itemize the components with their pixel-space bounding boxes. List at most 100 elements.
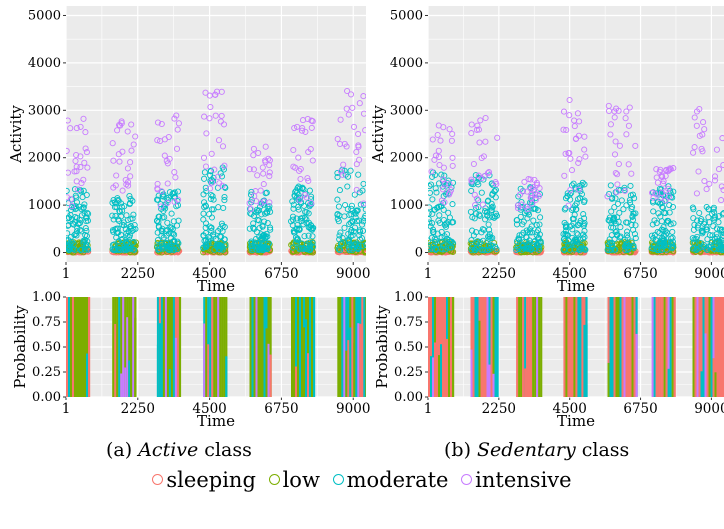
sedentary-prob-y-tick-label: 0.25	[394, 365, 423, 380]
sedentary-prob-panel: 1 2250 4500 6750 9000 0.00 0.25 0.50 0.75 1.00 Tim…	[373, 290, 724, 430]
sedentary-scatter-point-moderate	[655, 198, 662, 205]
active-prob-prob-bar-intensive	[357, 323, 360, 397]
active-scatter-point-intensive	[260, 181, 267, 188]
sedentary-scatter-point-intensive	[711, 177, 718, 184]
active-scatter-point-moderate	[248, 188, 255, 195]
sedentary-prob-prob-bar-moderate	[585, 324, 588, 397]
sedentary-scatter-point-intensive	[428, 168, 435, 175]
sedentary-scatter-point-moderate	[569, 226, 576, 233]
active-scatter-point-intensive	[213, 88, 221, 95]
active-scatter-point-intensive	[250, 152, 257, 159]
active-scatter-point-intensive	[72, 157, 79, 165]
active-scatter-point-intensive	[265, 155, 272, 162]
active-scatter-point-intensive	[171, 169, 178, 176]
sedentary-scatter-point-moderate	[467, 208, 474, 215]
sedentary-prob-prob-bar-intensive	[635, 333, 638, 397]
sedentary-scatter-point-intensive	[485, 169, 493, 176]
sedentary-prob-y-axis-title: Probability	[373, 305, 391, 389]
active-scatter-point-intensive	[336, 140, 344, 148]
sedentary-scatter-point-moderate	[513, 221, 521, 228]
active-scatter-point-intensive	[353, 148, 360, 156]
sedentary-scatter-point-intensive	[665, 167, 672, 175]
active-scatter-point-moderate	[203, 220, 210, 227]
sedentary-scatter-point-intensive	[480, 153, 487, 160]
active-scatter-point-intensive	[308, 200, 315, 207]
sedentary-scatter-point-moderate	[576, 182, 583, 189]
active-scatter-point-intensive	[171, 115, 178, 122]
active-scatter-point-moderate	[359, 242, 366, 249]
sedentary-scatter-point-moderate	[628, 221, 635, 229]
active-scatter-x-axis-title: Time	[197, 277, 235, 295]
sedentary-scatter-point-intensive	[431, 156, 438, 163]
active-scatter-point-moderate	[334, 215, 341, 222]
sedentary-scatter-point-intensive	[514, 202, 521, 209]
active-prob-prob-bar-sleeping	[176, 297, 180, 397]
sedentary-prob-prob-bar-sleeping	[438, 297, 441, 397]
sedentary-scatter-point-moderate	[488, 204, 495, 211]
active-prob-prob-bar-sleeping	[361, 297, 364, 397]
sedentary-scatter-point-moderate	[711, 246, 718, 253]
active-scatter-x-tick-label: 9000	[336, 266, 370, 282]
active-scatter-point-moderate	[306, 239, 313, 246]
sedentary-prob-prob-bar-low	[538, 297, 541, 397]
sedentary-scatter-point-moderate	[719, 245, 724, 252]
active-prob-prob-bar-low	[166, 297, 170, 397]
sedentary-scatter-point-moderate	[468, 187, 475, 194]
sedentary-scatter-point-moderate	[491, 214, 498, 221]
sedentary-scatter-point-intensive	[699, 148, 706, 155]
sedentary-prob-prob-bar-sleeping	[490, 297, 493, 397]
active-scatter-point-moderate	[262, 190, 269, 197]
active-scatter-point-intensive	[82, 145, 89, 152]
sedentary-scatter-point-intensive	[571, 123, 578, 130]
active-scatter-point-moderate	[221, 193, 228, 201]
active-scatter-point-moderate	[66, 215, 71, 222]
sedentary-scatter-point-moderate	[428, 183, 433, 190]
sedentary-scatter-point-moderate	[428, 219, 433, 226]
sedentary-scatter-point-moderate	[492, 243, 499, 250]
active-scatter-point-moderate	[344, 173, 352, 180]
active-scatter-point-moderate	[154, 229, 161, 236]
sedentary-scatter-x-tick-label: 9000	[694, 266, 724, 282]
active-scatter-point-moderate	[109, 199, 116, 206]
active-scatter-y-tick-label: 3000	[28, 103, 61, 118]
active-scatter-point-moderate	[170, 218, 177, 225]
sedentary-scatter-point-moderate	[570, 180, 577, 187]
active-prob-prob-bar-low	[84, 297, 87, 397]
active-scatter-point-moderate	[208, 191, 215, 199]
active-scatter-point-intensive	[297, 175, 304, 183]
active-prob-prob-bar-intensive	[203, 323, 206, 397]
active-scatter-point-intensive	[292, 164, 299, 171]
active-prob-prob-bar-intensive	[120, 373, 123, 397]
sedentary-scatter-point-moderate	[613, 228, 620, 235]
sedentary-scatter-point-intensive	[479, 201, 486, 208]
legend-label-sleeping: sleeping	[166, 468, 256, 492]
sedentary-prob-prob-bar-sleeping	[655, 297, 658, 397]
sedentary-scatter-panel: 1 2250 4500 6750 9000 0 1000 2000 3000 4000 5000 Ti…	[369, 6, 724, 295]
sedentary-scatter-point-moderate	[445, 244, 452, 251]
sedentary-scatter-point-moderate	[710, 242, 717, 249]
sedentary-scatter-point-intensive	[654, 179, 661, 186]
sedentary-prob-prob-bar-sleeping	[528, 328, 531, 397]
sedentary-prob-prob-bar-sleeping	[470, 297, 473, 397]
sedentary-scatter-point-moderate	[576, 220, 583, 227]
active-scatter-point-moderate	[302, 245, 310, 252]
active-scatter-point-intensive	[157, 203, 164, 210]
active-scatter-point-moderate	[250, 224, 257, 231]
sedentary-scatter-point-moderate	[621, 236, 628, 243]
active-scatter-point-moderate	[110, 247, 117, 254]
active-scatter-point-intensive	[130, 141, 137, 148]
sedentary-scatter-point-moderate	[441, 172, 448, 179]
active-scatter-point-low	[154, 239, 161, 246]
active-prob-prob-bar-moderate	[118, 297, 121, 397]
sedentary-scatter-point-moderate	[710, 245, 717, 252]
sedentary-scatter-x-tick-label: 1	[424, 266, 433, 282]
legend: sleeping low moderate intensive	[0, 468, 724, 492]
sedentary-prob-prob-bar-sleeping	[712, 358, 715, 397]
active-prob-prob-bar-moderate	[209, 297, 212, 397]
sedentary-scatter-point-moderate	[523, 233, 530, 241]
sedentary-scatter-point-intensive	[494, 134, 501, 141]
sedentary-scatter-point-intensive	[693, 122, 700, 129]
sedentary-scatter-point-intensive	[613, 189, 620, 196]
active-scatter-point-intensive	[362, 127, 366, 134]
sedentary-scatter-point-moderate	[575, 221, 582, 228]
